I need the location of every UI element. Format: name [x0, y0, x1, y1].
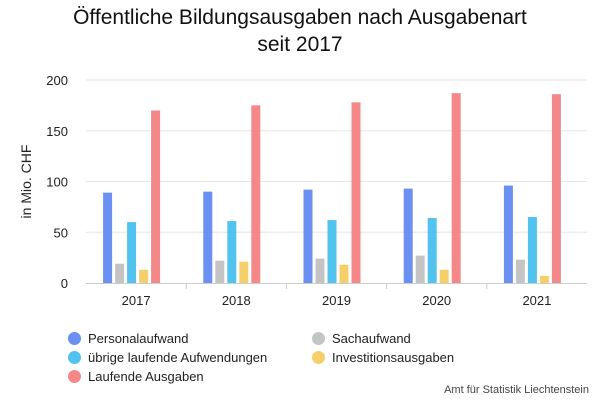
legend-item[interactable]: Personalaufwand [68, 330, 312, 347]
legend-label: Personalaufwand [88, 331, 189, 346]
legend-item[interactable]: Laufende Ausgaben [68, 368, 312, 385]
x-tick-label: 2020 [422, 293, 451, 308]
bar-1-2 [315, 258, 325, 283]
bar-0-1 [203, 191, 213, 283]
bar-1-0 [115, 263, 125, 283]
x-tick-label: 2019 [322, 293, 351, 308]
chart-title: Öffentliche Bildungsausgaben nach Ausgab… [0, 4, 600, 58]
bar-2-3 [427, 218, 437, 283]
bar-2-2 [327, 220, 337, 283]
bar-2-4 [527, 217, 537, 283]
bar-0-3 [403, 188, 413, 283]
legend-marker-icon [68, 351, 81, 364]
y-axis-label: in Mio. CHF [18, 145, 34, 219]
bar-4-1 [251, 105, 261, 283]
legend: Personalaufwand Sachaufwand übrige laufend… [68, 330, 508, 385]
legend-label: übrige laufende Aufwendungen [88, 350, 268, 365]
legend-label: Laufende Ausgaben [88, 369, 204, 384]
legend-item[interactable]: Sachaufwand [312, 330, 508, 347]
bar-3-4 [539, 275, 549, 283]
bar-2-0 [127, 222, 137, 283]
legend-label: Sachaufwand [332, 331, 411, 346]
bar-0-4 [503, 185, 513, 283]
y-tick-label: 150 [46, 124, 68, 139]
bar-0-0 [103, 192, 113, 283]
bar-3-1 [239, 261, 249, 283]
y-tick-label: 50 [54, 225, 68, 240]
bar-3-0 [139, 269, 149, 283]
x-tick-label: 2017 [122, 293, 151, 308]
x-tick-label: 2018 [222, 293, 251, 308]
y-tick-label: 200 [46, 73, 68, 88]
legend-marker-icon [68, 370, 81, 383]
legend-item [312, 368, 508, 385]
bar-4-0 [151, 110, 161, 283]
bar-4-2 [351, 102, 361, 283]
bar-4-3 [451, 93, 461, 283]
bar-1-4 [515, 259, 525, 283]
legend-marker-icon [312, 351, 325, 364]
chart-title-line-2: seit 2017 [257, 33, 343, 56]
legend-item[interactable]: übrige laufende Aufwendungen [68, 349, 312, 366]
bar-3-2 [339, 264, 349, 283]
bar-1-1 [215, 260, 225, 283]
legend-marker-icon [68, 332, 81, 345]
bar-chart: 0 50 100 150 200 in Mio. CHF 2017 2018 2019 2020 2… [18, 73, 587, 308]
legend-marker-icon [312, 332, 325, 345]
bar-1-3 [415, 255, 425, 283]
y-tick-label: 0 [61, 276, 68, 291]
chart-title-line-1: Öffentliche Bildungsausgaben nach Ausgab… [73, 6, 527, 29]
bar-4-4 [551, 94, 561, 284]
bar-0-2 [303, 189, 313, 283]
x-tick-label: 2021 [522, 293, 551, 308]
y-tick-label: 100 [46, 175, 68, 190]
bar-3-3 [439, 269, 449, 283]
credits[interactable]: Amt für Statistik Liechtenstein [444, 384, 589, 396]
legend-item[interactable]: Investitionsausgaben [312, 349, 508, 366]
legend-label: Investitionsausgaben [332, 350, 455, 365]
bar-2-1 [227, 221, 237, 283]
